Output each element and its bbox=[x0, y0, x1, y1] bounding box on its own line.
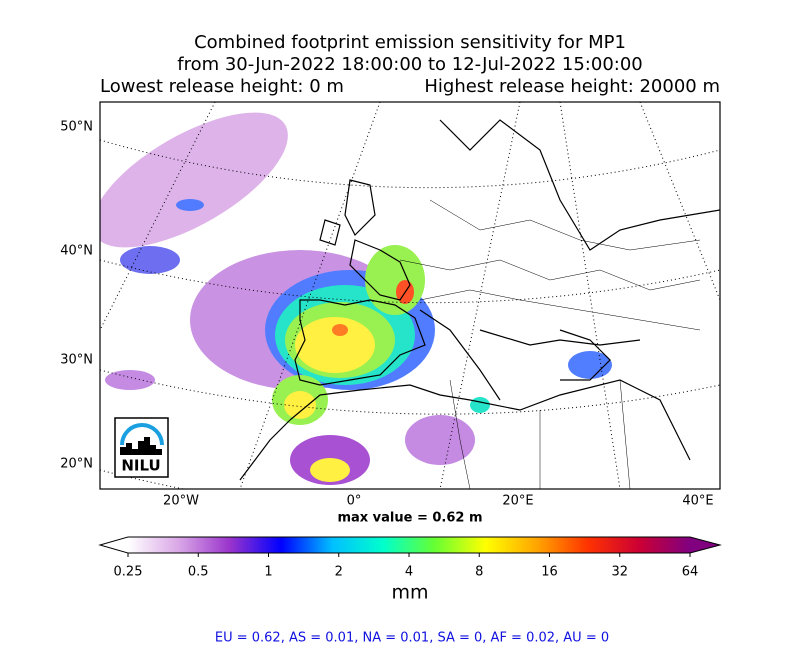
colorbar bbox=[128, 537, 690, 553]
colorbar-extend-low bbox=[100, 537, 128, 553]
colorbar-tick-label: 8 bbox=[475, 565, 483, 580]
colorbar-tick-label: 32 bbox=[611, 565, 628, 580]
map-frame bbox=[99, 101, 721, 490]
colorbar-tick-label: 0.5 bbox=[188, 565, 209, 580]
lat-label: 20°N bbox=[60, 457, 93, 472]
title-line: from 30-Jun-2022 18:00:00 to 12-Jul-2022… bbox=[177, 54, 643, 75]
map bbox=[100, 102, 720, 489]
lat-label: 30°N bbox=[60, 353, 93, 368]
title-line: Combined footprint emission sensitivity … bbox=[194, 32, 626, 53]
colorbar-tick-label: 1 bbox=[264, 565, 272, 580]
lowest-release: Lowest release height: 0 m bbox=[100, 76, 344, 97]
max-value: max value = 0.62 m bbox=[337, 511, 482, 526]
logo-text: NILU bbox=[121, 457, 160, 475]
colorbar-extend-high bbox=[690, 537, 720, 553]
colorbar-tick-label: 4 bbox=[405, 565, 413, 580]
colorbar-tick-label: 64 bbox=[682, 565, 699, 580]
highest-release: Highest release height: 20000 m bbox=[424, 76, 720, 97]
lat-label: 50°N bbox=[60, 120, 93, 135]
region-totals: EU = 0.62, AS = 0.01, NA = 0.01, SA = 0,… bbox=[215, 631, 609, 646]
lon-label: 0° bbox=[347, 494, 362, 509]
lon-label: 40°E bbox=[682, 494, 713, 509]
lat-label: 40°N bbox=[60, 244, 93, 259]
nilu-logo: NILU bbox=[114, 417, 169, 478]
colorbar-unit: mm bbox=[391, 582, 428, 604]
lon-label: 20°W bbox=[163, 494, 199, 509]
colorbar-tick-label: 0.25 bbox=[114, 565, 143, 580]
lon-label: 20°E bbox=[502, 494, 533, 509]
colorbar-tick-label: 2 bbox=[335, 565, 343, 580]
colorbar-tick-label: 16 bbox=[541, 565, 558, 580]
